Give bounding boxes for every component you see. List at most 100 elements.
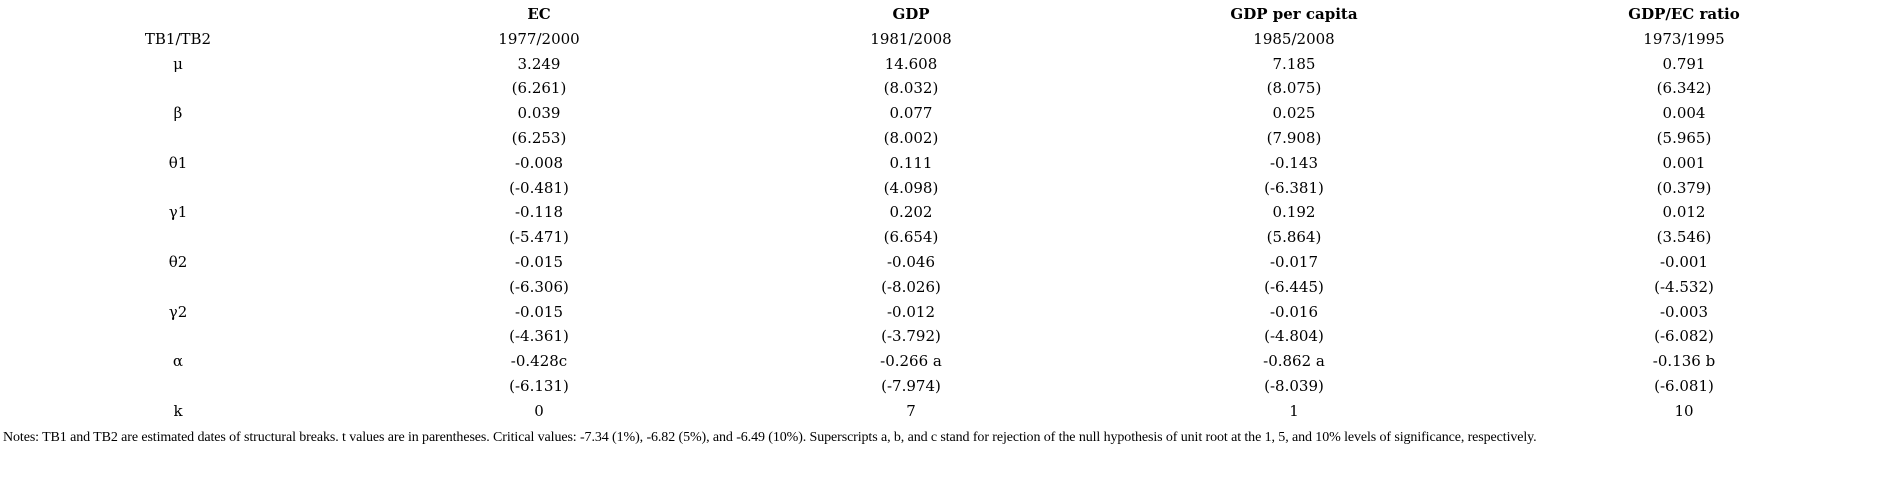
table-row: (-4.361) (-3.792) (-4.804) (-6.082) — [0, 324, 1880, 349]
row-label-cell: k — [173, 401, 183, 420]
table-row: μ 3.249 14.608 7.185 0.791 — [0, 52, 1880, 77]
value-cell: (-4.361) — [509, 327, 569, 346]
value-cell: (3.546) — [1656, 228, 1712, 247]
value-cell: -0.008 — [514, 153, 563, 172]
value-cell: (0.379) — [1656, 178, 1712, 197]
value-cell: (-3.792) — [881, 327, 941, 346]
value-cell: (-6.381) — [1264, 178, 1324, 197]
value-cell: 14.608 — [884, 54, 938, 73]
table-row: (6.253) (8.002) (7.908) (5.965) — [0, 126, 1880, 151]
value-cell: (-8.039) — [1264, 376, 1324, 395]
value-cell: (8.075) — [1266, 79, 1322, 98]
value-cell: -0.015 — [514, 302, 563, 321]
value-cell: (-6.081) — [1654, 376, 1714, 395]
value-cell: -0.017 — [1269, 252, 1318, 271]
value-cell: (5.965) — [1656, 128, 1712, 147]
row-label-cell: γ1 — [168, 203, 188, 222]
table-row: (6.261) (8.032) (8.075) (6.342) — [0, 76, 1880, 101]
row-label-cell — [0, 225, 356, 250]
row-label-cell: α — [172, 352, 184, 371]
row-label-cell: μ — [173, 54, 183, 73]
value-cell: 1981/2008 — [870, 29, 952, 48]
table-row: γ1 -0.118 0.202 0.192 0.012 — [0, 200, 1880, 225]
value-cell: -0.136 b — [1652, 352, 1716, 371]
value-cell: (-6.445) — [1264, 277, 1324, 296]
value-cell: 1 — [1289, 401, 1299, 420]
table-row: (-6.306) (-8.026) (-6.445) (-4.532) — [0, 275, 1880, 300]
table-row: TB1/TB2 1977/2000 1981/2008 1985/2008 1973/1… — [0, 27, 1880, 52]
table-row: α -0.428c -0.266 a -0.862 a -0.136 b — [0, 349, 1880, 374]
value-cell: (-6.306) — [509, 277, 569, 296]
value-cell: (5.864) — [1266, 228, 1322, 247]
value-cell: 0.025 — [1272, 104, 1316, 123]
value-cell: 1973/1995 — [1643, 29, 1725, 48]
value-cell: (-0.481) — [509, 178, 569, 197]
row-label-cell — [0, 324, 356, 349]
value-cell: (6.342) — [1656, 79, 1712, 98]
row-label-cell: θ1 — [168, 153, 188, 172]
value-cell: 7.185 — [1272, 54, 1316, 73]
row-label-cell — [0, 76, 356, 101]
value-cell: (6.654) — [883, 228, 939, 247]
value-cell: -0.001 — [1659, 252, 1708, 271]
table-row: θ1 -0.008 0.111 -0.143 0.001 — [0, 151, 1880, 176]
value-cell: -0.862 a — [1263, 352, 1325, 371]
value-cell: -0.012 — [886, 302, 935, 321]
table-notes: Notes: TB1 and TB2 are estimated dates o… — [3, 429, 1537, 445]
paper-table-page: EC GDP GDP per capita GDP/EC ratio TB1/T… — [0, 2, 1881, 446]
header-cell-ec: EC — [527, 5, 551, 23]
value-cell: -0.046 — [886, 252, 935, 271]
header-cell-gdp-per-capita: GDP per capita — [1230, 5, 1358, 23]
value-cell: (-6.082) — [1654, 327, 1714, 346]
value-cell: (4.098) — [883, 178, 939, 197]
value-cell: 3.249 — [517, 54, 561, 73]
value-cell: -0.016 — [1269, 302, 1318, 321]
value-cell: (-6.131) — [509, 376, 569, 395]
header-row: EC GDP GDP per capita GDP/EC ratio — [0, 2, 1880, 27]
value-cell: -0.143 — [1269, 153, 1318, 172]
value-cell: 0.012 — [1662, 203, 1706, 222]
value-cell: (-4.532) — [1654, 277, 1714, 296]
value-cell: 0.791 — [1662, 54, 1706, 73]
value-cell: -0.118 — [514, 203, 563, 222]
value-cell: 0 — [534, 401, 544, 420]
row-label-cell: γ2 — [168, 302, 188, 321]
value-cell: 0.077 — [889, 104, 933, 123]
table-row: k 0 7 1 10 — [0, 399, 1880, 424]
value-cell: 7 — [906, 401, 916, 420]
table-row: (-5.471) (6.654) (5.864) (3.546) — [0, 225, 1880, 250]
table-row: (-6.131) (-7.974) (-8.039) (-6.081) — [0, 374, 1880, 399]
table-row: θ2 -0.015 -0.046 -0.017 -0.001 — [0, 250, 1880, 275]
value-cell: 0.202 — [889, 203, 933, 222]
header-cell-gdp: GDP — [892, 5, 930, 23]
row-label-cell — [0, 176, 356, 201]
value-cell: -0.015 — [514, 252, 563, 271]
value-cell: 0.001 — [1662, 153, 1706, 172]
value-cell: 10 — [1674, 401, 1694, 420]
row-label-cell: TB1/TB2 — [144, 29, 212, 48]
value-cell: 1977/2000 — [498, 29, 580, 48]
value-cell: (-8.026) — [881, 277, 941, 296]
value-cell: 0.004 — [1662, 104, 1706, 123]
table-row: β 0.039 0.077 0.025 0.004 — [0, 101, 1880, 126]
value-cell: (8.002) — [883, 128, 939, 147]
row-label-cell: β — [173, 104, 183, 123]
value-cell: (-5.471) — [509, 228, 569, 247]
row-label-cell — [0, 126, 356, 151]
value-cell: 0.111 — [889, 153, 933, 172]
value-cell: (-7.974) — [881, 376, 941, 395]
value-cell: -0.428c — [510, 352, 568, 371]
table-row: γ2 -0.015 -0.012 -0.016 -0.003 — [0, 300, 1880, 325]
value-cell: 0.039 — [517, 104, 561, 123]
row-label-cell — [0, 275, 356, 300]
value-cell: 1985/2008 — [1253, 29, 1335, 48]
value-cell: (8.032) — [883, 79, 939, 98]
header-cell-rowlabels — [0, 2, 356, 27]
row-label-cell: θ2 — [168, 252, 188, 271]
value-cell: (-4.804) — [1264, 327, 1324, 346]
value-cell: 0.192 — [1272, 203, 1316, 222]
value-cell: -0.003 — [1659, 302, 1708, 321]
value-cell: -0.266 a — [880, 352, 942, 371]
value-cell: (6.253) — [511, 128, 567, 147]
header-cell-gdp-ec-ratio: GDP/EC ratio — [1628, 5, 1740, 23]
